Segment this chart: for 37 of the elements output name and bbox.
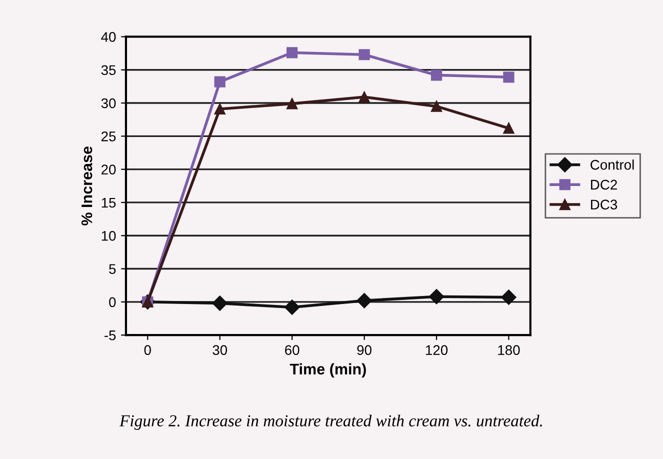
- y-tick-label: 35: [101, 65, 116, 76]
- y-tick-label: 25: [102, 132, 116, 142]
- point: [358, 49, 370, 60]
- y-tick-label: 40: [101, 32, 116, 42]
- legend-label: DC2: [591, 180, 617, 190]
- point: [214, 103, 226, 115]
- point: [358, 91, 370, 103]
- point: [503, 122, 514, 134]
- point: [286, 98, 298, 110]
- point: [356, 293, 372, 308]
- x-tick-label: 120: [426, 345, 448, 355]
- point: [430, 70, 442, 81]
- x-axis-title: Time (min): [290, 363, 366, 378]
- point: [286, 47, 298, 58]
- x-tick-label: 60: [285, 345, 300, 355]
- y-tick-label: 15: [102, 198, 116, 208]
- y-tick-label: 20: [102, 164, 116, 174]
- y-tick-label: 5: [109, 264, 116, 274]
- point: [214, 76, 226, 88]
- legend-label: Control: [590, 160, 634, 170]
- point: [430, 100, 442, 112]
- y-tick-label: 0: [109, 297, 116, 308]
- point: [212, 296, 228, 311]
- point: [284, 300, 300, 315]
- x-tick-label: 30: [212, 345, 228, 355]
- caption: Figure 2. Increase in moisture treated with cream vs. untreated.: [119, 414, 542, 430]
- point: [428, 289, 444, 304]
- x-tick-label: 0: [144, 345, 151, 355]
- point: [501, 290, 516, 305]
- y-tick-label: 10: [102, 230, 116, 241]
- x-tick-label: 180: [498, 345, 520, 355]
- x-tick-label: 90: [357, 345, 372, 355]
- y-tick-label: 30: [101, 98, 116, 108]
- point: [503, 72, 514, 83]
- y-tick-label: -5: [104, 330, 116, 340]
- y-axis-title: % Increase: [81, 146, 92, 226]
- legend-label: DC3: [591, 200, 618, 210]
